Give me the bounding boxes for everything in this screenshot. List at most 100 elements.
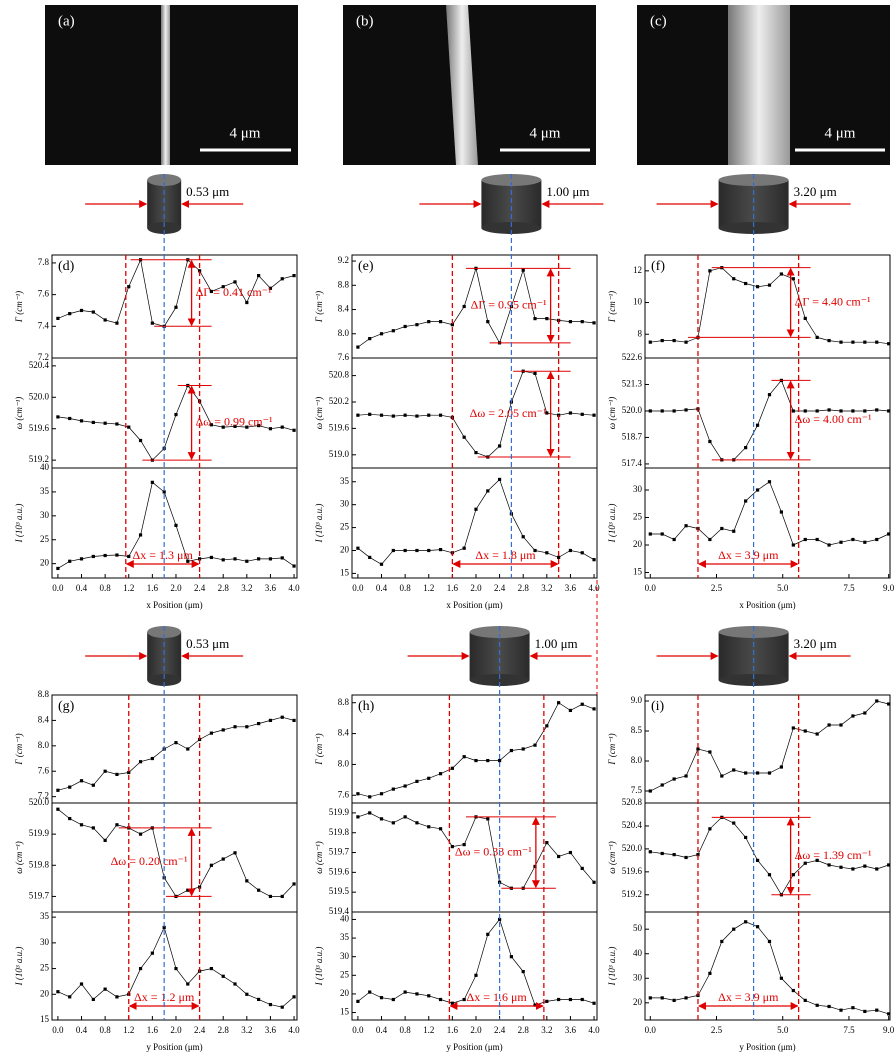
y-tick-label: 519.7 bbox=[29, 890, 50, 900]
y-tick-label: 7.6 bbox=[338, 789, 350, 799]
data-point bbox=[696, 747, 700, 751]
data-point bbox=[474, 507, 478, 511]
data-point bbox=[474, 451, 478, 455]
data-point bbox=[368, 990, 372, 994]
data-point bbox=[839, 409, 843, 413]
data-point bbox=[660, 996, 664, 1000]
data-point bbox=[427, 776, 431, 780]
cylinder-body bbox=[718, 180, 789, 228]
data-point bbox=[755, 423, 760, 427]
cylinder-bottom bbox=[147, 222, 182, 234]
data-point bbox=[56, 316, 60, 320]
y-tick-label: 8.4 bbox=[38, 714, 50, 724]
data-point bbox=[803, 537, 807, 542]
y-tick-label: 35 bbox=[340, 932, 350, 942]
x-tick-label: 7.5 bbox=[843, 1025, 855, 1035]
x-tick-label: 4.0 bbox=[588, 1025, 600, 1035]
data-point bbox=[648, 409, 652, 413]
y-axis-label: I (10³ a.u.) bbox=[607, 947, 617, 987]
x-tick-label: 2.4 bbox=[494, 583, 506, 593]
x-tick-label: 2.4 bbox=[194, 583, 206, 593]
data-point bbox=[56, 566, 60, 571]
data-point bbox=[415, 414, 419, 418]
annotation: ΔΓ = 4.40 cm⁻¹ bbox=[795, 294, 871, 308]
y-tick-label: 519.6 bbox=[622, 866, 643, 876]
data-point bbox=[415, 992, 419, 996]
data-point bbox=[545, 724, 549, 728]
sem-image-b: (b) 4 μm bbox=[343, 5, 596, 165]
data-point bbox=[115, 422, 119, 426]
y-axis-label: ω (cm⁻¹) bbox=[607, 397, 617, 430]
data-point bbox=[462, 304, 466, 309]
data-point bbox=[557, 854, 561, 859]
y-tick-label: 15 bbox=[340, 567, 350, 577]
data-point bbox=[292, 995, 296, 999]
data-point bbox=[209, 289, 213, 294]
data-point bbox=[803, 729, 807, 733]
data-point bbox=[509, 955, 513, 959]
data-point bbox=[91, 783, 95, 787]
data-point bbox=[427, 994, 431, 998]
data-point bbox=[791, 726, 795, 730]
data-point bbox=[521, 268, 525, 272]
data-point bbox=[221, 285, 225, 289]
data-point bbox=[851, 867, 855, 871]
y-tick-label: 519.2 bbox=[622, 889, 642, 899]
y-tick-label: 20 bbox=[633, 997, 643, 1007]
x-tick-label: 4.0 bbox=[588, 583, 600, 593]
data-point bbox=[356, 815, 360, 819]
data-point bbox=[672, 537, 676, 542]
y-tick-label: 25 bbox=[633, 512, 643, 522]
y-axis-label: Γ (cm⁻¹) bbox=[607, 733, 617, 765]
data-point bbox=[138, 533, 143, 537]
data-point bbox=[56, 788, 60, 792]
data-point bbox=[839, 865, 843, 869]
data-point bbox=[103, 318, 107, 322]
y-tick-label: 25 bbox=[40, 534, 50, 544]
y-tick-label: 7.2 bbox=[38, 791, 49, 801]
x-tick-label: 1.2 bbox=[423, 1025, 434, 1035]
data-point bbox=[174, 966, 178, 971]
data-point bbox=[791, 277, 795, 281]
data-line bbox=[650, 481, 889, 546]
data-point bbox=[580, 412, 584, 416]
data-point bbox=[767, 939, 772, 944]
y-axis-label: Γ (cm⁻¹) bbox=[314, 733, 324, 765]
x-tick-label: 0.4 bbox=[376, 583, 388, 593]
y-axis-label: I (10³ a.u.) bbox=[314, 504, 324, 544]
data-point bbox=[803, 998, 807, 1002]
data-line bbox=[57, 808, 295, 897]
data-point bbox=[851, 1006, 855, 1010]
data-point bbox=[863, 1009, 867, 1014]
x-tick-label: 0.8 bbox=[100, 583, 112, 593]
data-point bbox=[803, 316, 807, 320]
data-point bbox=[368, 412, 372, 416]
data-point bbox=[450, 845, 454, 849]
cylinder-body bbox=[718, 632, 789, 680]
data-point bbox=[592, 558, 596, 562]
y-tick-label: 8.0 bbox=[338, 758, 350, 768]
y-tick-label: 35 bbox=[40, 486, 50, 496]
data-point bbox=[268, 557, 273, 561]
diameter-label: 1.00 μm bbox=[546, 184, 589, 199]
data-point bbox=[767, 393, 772, 397]
data-point bbox=[174, 523, 178, 527]
cylinder-body bbox=[147, 180, 182, 228]
data-point bbox=[68, 416, 72, 421]
data-point bbox=[368, 795, 372, 799]
data-point bbox=[708, 269, 712, 273]
data-point bbox=[138, 966, 143, 971]
y-tick-label: 25 bbox=[340, 969, 350, 979]
data-point bbox=[875, 408, 879, 412]
data-point bbox=[403, 324, 407, 329]
y-tick-label: 519.2 bbox=[29, 454, 49, 464]
x-axis-label: y Position (μm) bbox=[739, 1042, 795, 1052]
y-tick-label: 520.8 bbox=[329, 370, 350, 380]
data-point bbox=[839, 723, 843, 727]
data-point bbox=[162, 925, 166, 930]
x-tick-label: 0.4 bbox=[376, 1025, 388, 1035]
data-point bbox=[580, 997, 584, 1002]
data-point bbox=[545, 841, 549, 845]
data-point bbox=[209, 966, 213, 971]
data-point bbox=[568, 850, 573, 855]
